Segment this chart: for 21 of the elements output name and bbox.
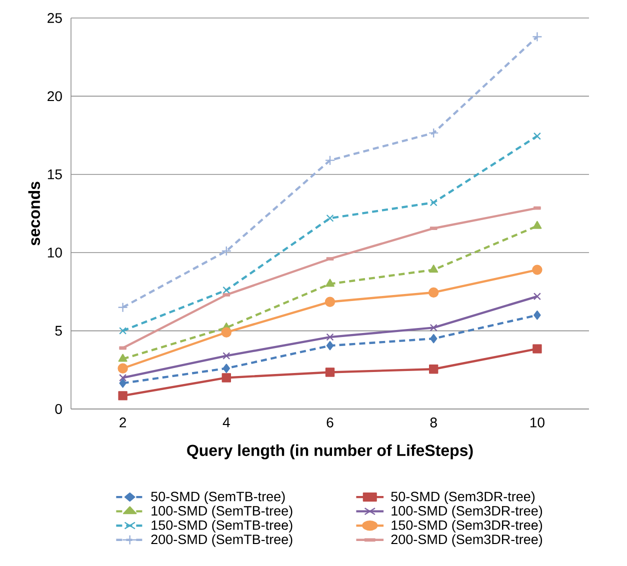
y-tick-label: 25	[48, 13, 62, 23]
legend-label: 100-SMD (SemTB-tree)	[152, 506, 292, 518]
legend-label: 100-SMD (Sem3DR-tree)	[392, 506, 542, 518]
legend-label: 150-SMD (Sem3DR-tree)	[392, 520, 542, 533]
x-tick-label: 8	[430, 418, 437, 428]
legend-label: 50-SMD (SemTB-tree)	[151, 491, 285, 504]
y-axis-title: seconds	[28, 182, 40, 246]
legend-label: 50-SMD (Sem3DR-tree)	[391, 491, 535, 504]
y-tick-label: 0	[55, 404, 62, 414]
x-axis-title: Query length (in number of LifeSteps)	[187, 444, 473, 460]
y-tick-label: 5	[55, 326, 62, 336]
x-tick-label: 6	[326, 418, 334, 428]
x-tick-label: 2	[120, 418, 126, 428]
y-tick-label: 15	[48, 170, 62, 180]
legend-label: 200-SMD (Sem3DR-tree)	[391, 534, 542, 547]
legend-label: 200-SMD (SemTB-tree)	[151, 534, 292, 547]
y-tick-label: 20	[48, 91, 62, 102]
x-tick-label: 4	[222, 418, 230, 428]
y-tick-label: 10	[48, 248, 62, 258]
x-tick-label: 10	[530, 418, 544, 428]
legend-label: 150-SMD (SemTB-tree)	[152, 520, 292, 533]
